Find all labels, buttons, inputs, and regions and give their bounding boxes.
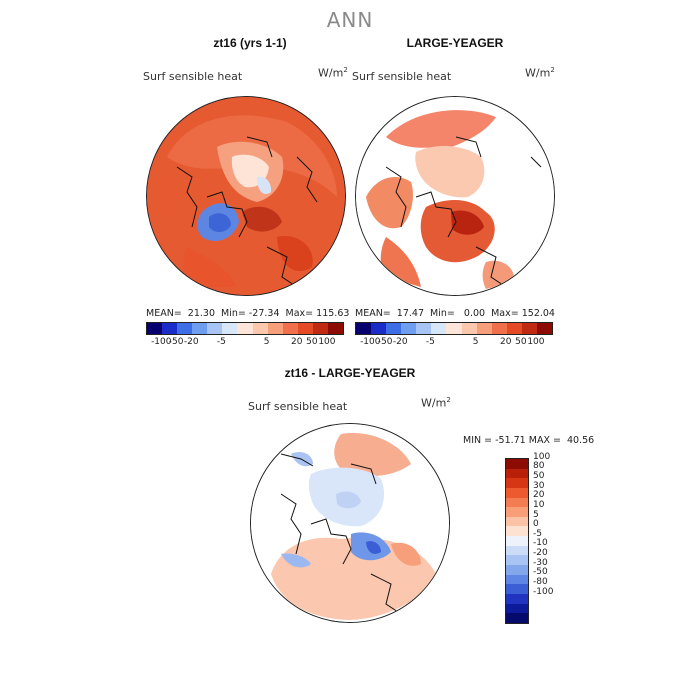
colorbar-label: 100 <box>533 451 551 462</box>
panel-1-map <box>146 96 346 296</box>
colorbar-tick-label: -5 <box>216 337 226 347</box>
colorbar-swatch <box>536 323 553 334</box>
colorbar-swatch <box>431 323 447 334</box>
colorbar-label: 30 <box>533 480 545 491</box>
colorbar-swatch <box>252 323 268 334</box>
panel-1-units: W/m2 <box>318 66 348 80</box>
colorbar-tick-label: -100 <box>360 337 381 347</box>
colorbar-tick-label: -100 <box>151 337 172 347</box>
colorbar-swatch <box>521 323 537 334</box>
colorbar-tick-label: 5 <box>472 337 479 347</box>
colorbar-tick-label: -5 <box>425 337 435 347</box>
colorbar-swatch <box>506 516 528 527</box>
colorbar-swatch <box>506 478 528 488</box>
colorbar-label: 0 <box>533 519 539 530</box>
panel-3-stats: MIN = -51.71 MAX = 40.56 <box>463 435 595 446</box>
colorbar-tick-label: 50 <box>306 337 318 347</box>
colorbar-swatch <box>506 574 528 585</box>
colorbar-swatch <box>147 323 163 334</box>
colorbar-tick-label: 20 <box>500 337 512 347</box>
colorbar-swatch <box>506 497 528 508</box>
panel-2-subtitle: LARGE-YEAGER <box>406 36 504 50</box>
colorbar-swatch <box>491 323 507 334</box>
panel-3-map <box>250 423 450 623</box>
panel-3-subtitle: zt16 - LARGE-YEAGER <box>284 366 416 380</box>
colorbar-tick-label: -50 <box>168 337 184 347</box>
colorbar-label: -10 <box>533 538 548 549</box>
colorbar-swatch <box>207 323 223 334</box>
colorbar-label: -80 <box>533 577 548 588</box>
colorbar-swatch <box>162 323 178 334</box>
colorbar-swatch <box>446 323 462 334</box>
colorbar-label: -20 <box>533 548 548 559</box>
colorbar-swatch <box>506 459 528 469</box>
colorbar-label: 80 <box>533 461 545 472</box>
colorbar-swatch <box>237 323 253 334</box>
panel-3-units: W/m2 <box>421 396 451 410</box>
colorbar-swatch <box>506 507 528 517</box>
colorbar-label: -100 <box>533 586 554 597</box>
colorbar-swatch <box>356 323 372 334</box>
colorbar-swatch <box>222 323 238 334</box>
colorbar-swatch <box>267 323 283 334</box>
colorbar-tick-label: 20 <box>291 337 303 347</box>
colorbar-label: 20 <box>533 490 545 501</box>
panel-3-field-label: Surf sensible heat <box>248 400 348 413</box>
panel-2-colorbar <box>355 322 553 335</box>
colorbar-swatch <box>282 323 298 334</box>
panel-1-colorbar-ticks: -100 -50 -20 -5 5 20 50 100 <box>146 337 342 349</box>
colorbar-swatch <box>506 536 528 546</box>
page-title: ANN <box>326 8 374 32</box>
colorbar-swatch <box>506 323 522 334</box>
colorbar-tick-label: -20 <box>183 337 199 347</box>
colorbar-label: 5 <box>533 509 539 520</box>
colorbar-label: -50 <box>533 567 548 578</box>
colorbar-swatch <box>476 323 492 334</box>
panel-2-units: W/m2 <box>525 66 555 80</box>
panel-2-field-label: Surf sensible heat <box>352 70 452 83</box>
colorbar-swatch <box>506 526 528 537</box>
colorbar-label: -30 <box>533 557 548 568</box>
colorbar-swatch <box>401 323 417 334</box>
panel-1-colorbar <box>146 322 344 335</box>
colorbar-swatch <box>461 323 477 334</box>
colorbar-tick-label: 5 <box>263 337 270 347</box>
panel-3-colorbar <box>505 458 529 624</box>
panel-3-colorbar-labels: 100 80 50 30 20 10 5 0 -5 -10 -20 -30 -50 -80 -100 <box>533 452 573 622</box>
colorbar-swatch <box>506 613 528 623</box>
colorbar-swatch <box>506 603 528 614</box>
colorbar-label: -5 <box>533 528 542 539</box>
colorbar-swatch <box>386 323 402 334</box>
colorbar-tick-label: 100 <box>527 337 545 347</box>
colorbar-swatch <box>297 323 313 334</box>
colorbar-tick-label: -20 <box>392 337 408 347</box>
colorbar-swatch <box>177 323 193 334</box>
colorbar-swatch <box>416 323 432 334</box>
panel-1-subtitle: zt16 (yrs 1-1) <box>213 36 287 50</box>
colorbar-tick-label: -50 <box>377 337 393 347</box>
panel-2-stats: MEAN= 17.47 Min= 0.00 Max= 152.04 <box>355 308 555 319</box>
colorbar-label: 10 <box>533 499 545 510</box>
panel-2-colorbar-ticks: -100 -50 -20 -5 5 20 50 100 <box>355 337 551 349</box>
colorbar-label: 50 <box>533 470 545 481</box>
colorbar-swatch <box>327 323 344 334</box>
colorbar-swatch <box>506 545 528 556</box>
colorbar-swatch <box>506 555 528 566</box>
colorbar-tick-label: 50 <box>515 337 527 347</box>
colorbar-swatch <box>312 323 328 334</box>
colorbar-swatch <box>506 593 528 604</box>
colorbar-swatch <box>506 468 528 479</box>
colorbar-swatch <box>506 584 528 594</box>
panel-1-stats: MEAN= 21.30 Min= -27.34 Max= 115.63 <box>146 308 350 319</box>
colorbar-swatch <box>506 487 528 498</box>
colorbar-swatch <box>192 323 208 334</box>
colorbar-swatch <box>506 565 528 575</box>
panel-1-field-label: Surf sensible heat <box>143 70 243 83</box>
panel-2-map <box>355 96 555 296</box>
colorbar-tick-label: 100 <box>318 337 336 347</box>
colorbar-swatch <box>371 323 387 334</box>
